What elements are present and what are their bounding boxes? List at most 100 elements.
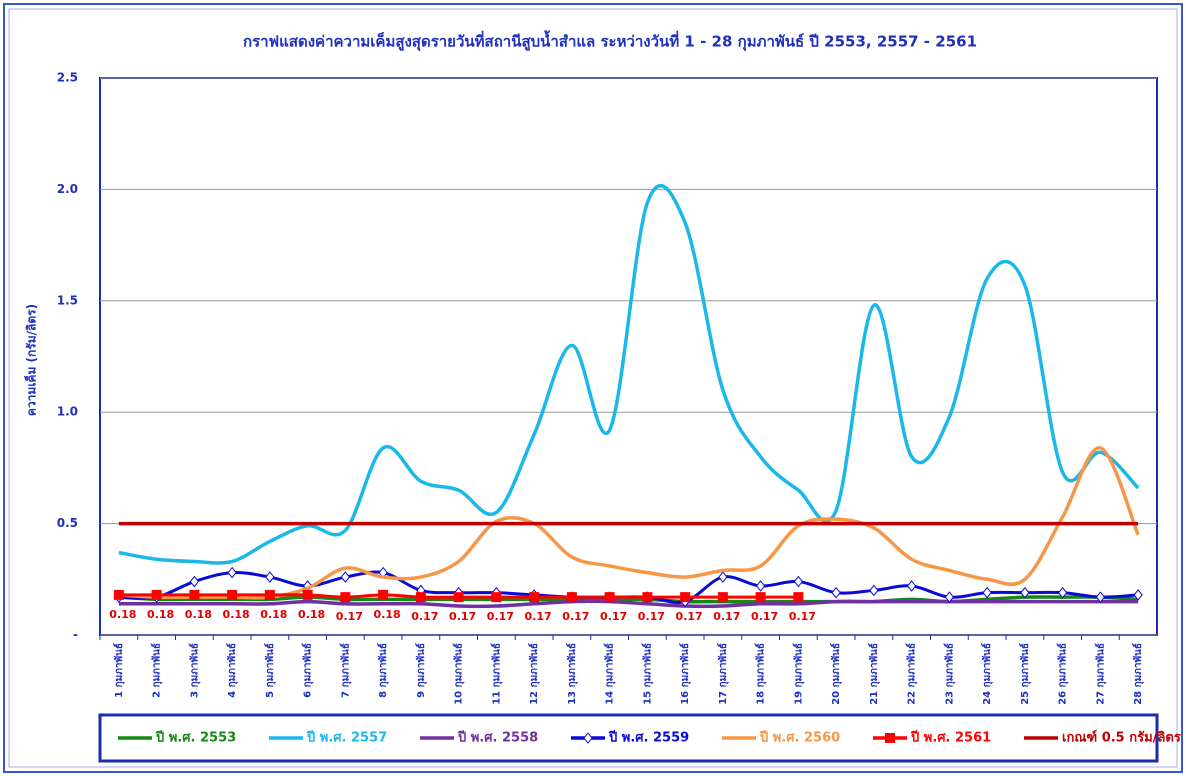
x-tick-label: 16 กุมภาพันธ์: [679, 643, 691, 705]
data-label: 0.17: [411, 610, 438, 623]
data-label: 0.18: [260, 608, 287, 621]
marker: [113, 589, 124, 600]
data-label: 0.17: [449, 610, 476, 623]
x-tick-label: 8 กุมภาพันธ์: [377, 643, 389, 698]
marker: [1057, 586, 1068, 599]
legend-marker: [885, 733, 895, 743]
x-tick-label: 5 กุมภาพันธ์: [264, 643, 276, 698]
marker: [717, 592, 728, 603]
y-tick-label: 0.5: [57, 516, 78, 530]
data-label: 0.17: [638, 610, 665, 623]
marker: [340, 592, 351, 603]
marker: [755, 580, 766, 592]
marker: [340, 571, 351, 583]
marker: [189, 575, 200, 588]
series-line: [118, 184, 1140, 565]
x-tick-label: 7 กุมภาพันธ์: [339, 643, 351, 698]
marker: [264, 589, 275, 600]
legend-label: ปี พ.ศ. 2553: [155, 730, 236, 746]
y-tick-label: 1.0: [57, 405, 78, 419]
data-label: 0.17: [713, 610, 740, 623]
plot-area: [99, 77, 1158, 636]
x-tick-label: 9 กุมภาพันธ์: [415, 643, 427, 698]
marker: [680, 592, 691, 603]
marker: [453, 592, 464, 603]
legend-label: ปี พ.ศ. 2560: [759, 730, 840, 746]
marker: [906, 580, 917, 592]
marker: [151, 589, 162, 600]
legend-label: ปี พ.ศ. 2561: [910, 730, 991, 746]
marker: [793, 575, 804, 588]
legend-label: ปี พ.ศ. 2557: [306, 730, 387, 746]
marker: [491, 592, 502, 603]
data-label: 0.17: [789, 610, 816, 623]
marker: [718, 571, 728, 583]
x-tick-label: 22 กุมภาพันธ์: [906, 643, 918, 705]
x-tick-label: 24 กุมภาพันธ์: [981, 643, 993, 705]
data-label: 0.18: [298, 608, 325, 621]
marker: [227, 589, 238, 600]
x-tick-label: 25 กุมภาพันธ์: [1019, 643, 1031, 705]
marker: [415, 592, 426, 603]
data-label: 0.17: [600, 610, 627, 623]
chart-title: กราฟแสดงค่าความเค็มสูงสุดรายวันที่สถานีส…: [243, 30, 977, 52]
marker: [1095, 591, 1106, 603]
series-line: [118, 599, 1139, 609]
x-tick-label: 14 กุมภาพันธ์: [604, 643, 616, 705]
x-tick-label: 13 กุมภาพันธ์: [566, 643, 578, 705]
x-tick-label: 15 กุมภาพันธ์: [641, 643, 653, 705]
marker: [302, 589, 313, 600]
marker: [1133, 589, 1143, 601]
y-tick-label: 2.5: [57, 71, 78, 85]
data-label: 0.17: [751, 610, 778, 623]
y-tick-label: -: [73, 628, 78, 642]
data-label: 0.17: [562, 610, 589, 623]
legend-label: เกณฑ์ 0.5 กรัม/ลิตร: [1062, 730, 1181, 746]
data-label: 0.18: [109, 608, 136, 621]
x-tick-label: 4 กุมภาพันธ์: [226, 643, 238, 698]
x-tick-label: 11 กุมภาพันธ์: [490, 643, 502, 705]
legend-label: ปี พ.ศ. 2558: [457, 730, 538, 746]
x-tick-label: 12 กุมภาพันธ์: [528, 643, 540, 705]
x-tick-label: 2 กุมภาพันธ์: [151, 643, 163, 698]
marker: [793, 592, 804, 603]
marker: [869, 584, 879, 597]
marker: [755, 592, 766, 603]
legend-label: ปี พ.ศ. 2559: [608, 730, 689, 746]
x-tick-label: 18 กุมภาพันธ์: [755, 643, 767, 705]
x-tick-label: 21 กุมภาพันธ์: [868, 643, 880, 705]
marker: [831, 586, 841, 599]
marker: [642, 592, 653, 603]
x-tick-label: 1 กุมภาพันธ์: [113, 643, 125, 698]
data-label: 0.17: [336, 610, 363, 623]
marker: [189, 589, 200, 600]
x-tick-label: 19 กุมภาพันธ์: [792, 643, 804, 705]
marker: [1020, 586, 1030, 599]
series-line: [118, 446, 1140, 600]
marker: [529, 592, 540, 603]
x-tick-label: 6 กุมภาพันธ์: [302, 643, 314, 698]
data-label: 0.18: [374, 608, 401, 621]
x-tick-label: 3 กุมภาพันธ์: [188, 643, 200, 698]
y-tick-label: 2.0: [57, 182, 78, 196]
marker: [604, 592, 615, 603]
x-tick-label: 27 กุมภาพันธ์: [1094, 643, 1106, 705]
x-tick-label: 17 กุมภาพันธ์: [717, 643, 729, 705]
y-axis-label: ความเค็ม (กรัม/ลิตร): [24, 304, 39, 416]
legend-marker: [583, 732, 593, 744]
marker: [378, 589, 389, 600]
marker: [227, 566, 237, 579]
data-label: 0.17: [676, 610, 703, 623]
data-label: 0.18: [147, 608, 174, 621]
x-tick-label: 20 กุมภาพันธ์: [830, 643, 842, 705]
x-tick-label: 26 กุมภาพันธ์: [1057, 643, 1069, 705]
y-tick-label: 1.5: [57, 293, 78, 307]
data-label: 0.18: [223, 608, 250, 621]
marker: [566, 592, 577, 603]
marker: [265, 571, 275, 583]
marker: [944, 591, 955, 603]
data-label: 0.17: [487, 610, 514, 623]
x-tick-label: 23 กุมภาพันธ์: [943, 643, 955, 705]
x-tick-label: 28 กุมภาพันธ์: [1132, 643, 1144, 705]
